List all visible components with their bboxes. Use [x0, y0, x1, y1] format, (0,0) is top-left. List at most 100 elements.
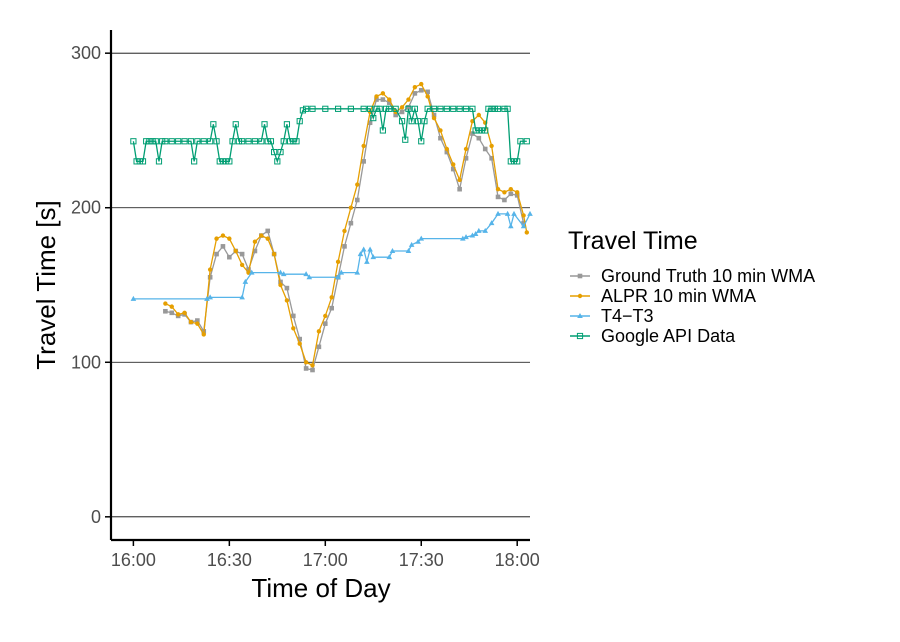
data-point [515, 190, 520, 195]
data-point [504, 210, 511, 216]
series-line [133, 212, 531, 300]
data-point [501, 105, 508, 112]
data-point [316, 329, 322, 334]
data-point [376, 105, 383, 112]
data-point [259, 233, 264, 238]
data-point [488, 220, 495, 226]
data-point [267, 138, 275, 145]
data-point [227, 236, 232, 241]
data-point [265, 228, 271, 234]
data-point [194, 138, 201, 145]
data-point [223, 158, 230, 165]
data-point [226, 158, 233, 165]
data-point [338, 269, 345, 275]
data-point [489, 143, 494, 149]
data-point [335, 259, 341, 265]
data-point [207, 267, 213, 272]
data-point [514, 193, 520, 198]
data-point [348, 220, 354, 226]
data-point [163, 308, 168, 314]
data-point [169, 304, 174, 309]
data-point [374, 94, 379, 99]
data-point [187, 138, 195, 145]
data-point [233, 248, 238, 254]
data-point [389, 248, 396, 253]
legend: Travel Time Ground Truth 10 min WMAALPR … [568, 227, 815, 346]
data-point [232, 121, 239, 128]
data-point [502, 197, 507, 203]
data-point [517, 138, 524, 145]
data-point [162, 138, 169, 145]
data-point [370, 254, 377, 260]
data-point [207, 274, 213, 280]
data-point [361, 159, 366, 164]
data-point [220, 244, 226, 249]
data-point [229, 138, 236, 145]
x-tick-label: 18:00 [495, 550, 540, 570]
data-point [252, 239, 258, 244]
data-point [200, 138, 207, 145]
data-point [425, 89, 430, 95]
data-point [405, 248, 412, 253]
data-point [322, 105, 329, 112]
data-point [508, 191, 514, 197]
data-point [514, 158, 521, 165]
y-axis-title: Travel Time [s] [31, 200, 61, 370]
data-point [406, 97, 411, 102]
data-point [323, 313, 328, 319]
data-point [195, 318, 200, 323]
data-point [227, 254, 232, 260]
legend-label: Google API Data [601, 326, 736, 346]
data-point [431, 112, 437, 118]
legend-title: Travel Time [568, 227, 698, 255]
data-point [335, 274, 341, 280]
legend-item: ALPR 10 min WMA [570, 286, 756, 306]
data-point [457, 186, 462, 192]
data-point [309, 105, 316, 112]
data-point [155, 158, 163, 165]
data-point [213, 138, 220, 145]
grid-layer [111, 52, 530, 518]
data-point [469, 232, 476, 238]
data-point [322, 321, 328, 326]
data-point [462, 105, 470, 112]
data-point [168, 138, 175, 145]
data-point [334, 105, 342, 112]
data-point [181, 138, 188, 145]
legend-key-marker [577, 313, 583, 318]
data-point [188, 319, 194, 325]
data-point [242, 278, 249, 284]
data-point [264, 138, 271, 145]
data-point [214, 251, 219, 257]
data-point [393, 112, 398, 118]
data-point [239, 251, 245, 257]
data-point [508, 223, 514, 229]
data-point [379, 127, 386, 134]
data-point [329, 305, 334, 311]
data-point [476, 135, 482, 141]
data-point [510, 158, 518, 165]
data-point [444, 149, 450, 155]
data-point [491, 105, 498, 112]
data-point [201, 332, 206, 337]
data-point [408, 118, 415, 125]
data-point [274, 158, 281, 165]
data-point [136, 158, 143, 165]
data-point [214, 236, 219, 241]
data-point [387, 97, 392, 102]
data-point [494, 105, 502, 112]
legend-key-marker [577, 293, 583, 299]
data-point [245, 138, 252, 145]
data-point [235, 138, 243, 145]
data-point [182, 310, 187, 316]
data-point [495, 186, 501, 192]
data-point [521, 213, 526, 218]
data-point [414, 118, 422, 125]
data-point [524, 230, 530, 235]
data-point [152, 138, 159, 145]
data-point [415, 238, 421, 244]
data-point [252, 248, 258, 254]
data-point [476, 227, 482, 233]
data-point [277, 269, 284, 275]
y-tick-label: 200 [71, 198, 101, 218]
